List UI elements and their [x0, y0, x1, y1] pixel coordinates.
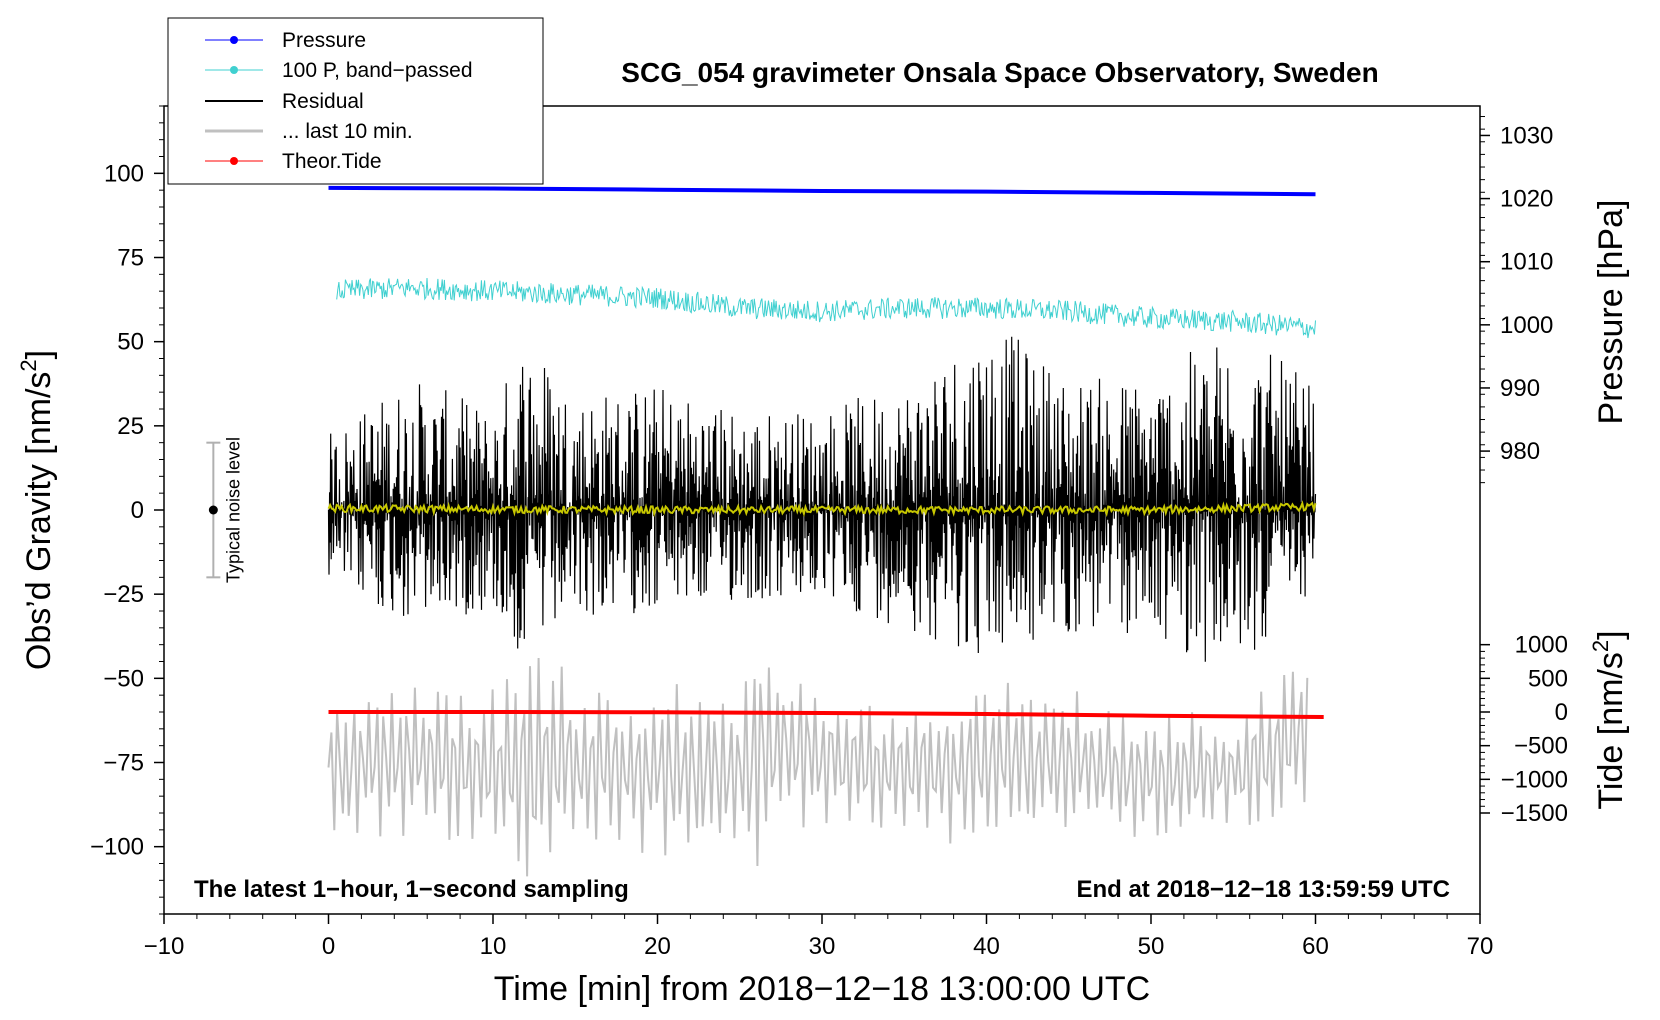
tide-tick-label: 1000 [1515, 632, 1568, 659]
noise-bar: Typical noise level [206, 437, 243, 583]
y-axis-title-tide-main: Tide [nm/s [1592, 652, 1630, 809]
legend-label-last10: ... last 10 min. [282, 120, 413, 143]
annotation-end-time: End at 2018−12−18 13:59:59 UTC [1076, 876, 1450, 903]
x-axis-title: Time [min] from 2018−12−18 13:00:00 UTC [494, 970, 1150, 1008]
series-layer [327, 185, 1324, 877]
y-axis-title-left-sup: 2 [16, 359, 41, 371]
noise-bar-label: Typical noise level [223, 437, 243, 583]
y-tick-labels: 100 75 50 25 0 −25 −50 −75 −100 [90, 160, 144, 860]
x-tick-label: 40 [973, 933, 1000, 960]
legend-label-bandpassed: 100 P, band−passed [282, 59, 473, 82]
pressure-tick-label: 1020 [1500, 186, 1553, 213]
legend-label-residual: Residual [282, 90, 364, 113]
tick-layer [154, 105, 1490, 924]
legend-dot-bandpassed [230, 66, 238, 74]
y-tick-label: 100 [104, 160, 144, 187]
series-pressure [328, 185, 1316, 197]
y-tick-label: −25 [103, 581, 144, 608]
legend-label-pressure: Pressure [282, 29, 366, 52]
legend-label-tide: Theor.Tide [282, 150, 382, 173]
pressure-tick-label: 1030 [1500, 122, 1553, 149]
y-tick-label: 75 [117, 245, 144, 272]
series-last-10-min [327, 657, 1309, 877]
series-residual [327, 336, 1317, 662]
y-axis-title-tide: Tide [nm/s2] [1588, 630, 1630, 809]
y-axis-title-left-main: Obs’d Gravity [nm/s [20, 372, 58, 671]
tide-tick-label: −1500 [1501, 800, 1568, 827]
y-axis-title-left: Obs’d Gravity [nm/s2] [16, 350, 58, 670]
x-tick-label: 30 [809, 933, 836, 960]
tide-tick-labels: 1000 500 0 −500 −1000 −1500 [1501, 632, 1568, 827]
x-tick-label: 60 [1302, 933, 1329, 960]
y-tick-label: 25 [117, 413, 144, 440]
legend-dot-pressure [230, 36, 238, 44]
pressure-tick-label: 990 [1500, 375, 1540, 402]
chart-title: SCG_054 gravimeter Onsala Space Observat… [621, 57, 1378, 88]
series-pressure-bandpassed [336, 277, 1316, 339]
pressure-tick-labels: 1030 1020 1010 1000 990 980 [1500, 122, 1553, 465]
y-tick-label: 50 [117, 329, 144, 356]
x-tick-label: −10 [144, 933, 185, 960]
y-tick-label: −75 [103, 750, 144, 777]
tide-tick-label: −1000 [1501, 766, 1568, 793]
y-axis-title-tide-end: ] [1592, 630, 1630, 639]
series-residual-smoothed [327, 500, 1317, 518]
pressure-tick-label: 980 [1500, 438, 1540, 465]
x-tick-label: 70 [1467, 933, 1494, 960]
y-axis-title-left-end: ] [20, 350, 58, 359]
y-tick-label: −100 [90, 834, 144, 861]
tide-tick-label: −500 [1514, 733, 1568, 760]
legend-dot-tide [230, 157, 238, 165]
x-tick-labels: −10 0 10 20 30 40 50 60 70 [144, 933, 1494, 960]
pressure-tick-label: 1000 [1500, 312, 1553, 339]
series-theor-tide [328, 710, 1324, 719]
x-tick-label: 50 [1138, 933, 1165, 960]
x-tick-label: 10 [480, 933, 507, 960]
y-axis-title-tide-sup: 2 [1588, 640, 1613, 652]
noise-bar-dot [208, 505, 218, 515]
y-tick-label: −50 [103, 665, 144, 692]
tide-tick-label: 0 [1555, 699, 1568, 726]
tide-tick-label: 500 [1528, 665, 1568, 692]
legend: Pressure 100 P, band−passed Residual ...… [167, 17, 544, 185]
pressure-tick-label: 1010 [1500, 249, 1553, 276]
x-tick-label: 0 [322, 933, 335, 960]
x-tick-label: 20 [644, 933, 671, 960]
annotation-sampling: The latest 1−hour, 1−second sampling [194, 876, 629, 903]
y-axis-title-pressure: Pressure [hPa] [1592, 200, 1630, 425]
y-tick-label: 0 [131, 497, 144, 524]
